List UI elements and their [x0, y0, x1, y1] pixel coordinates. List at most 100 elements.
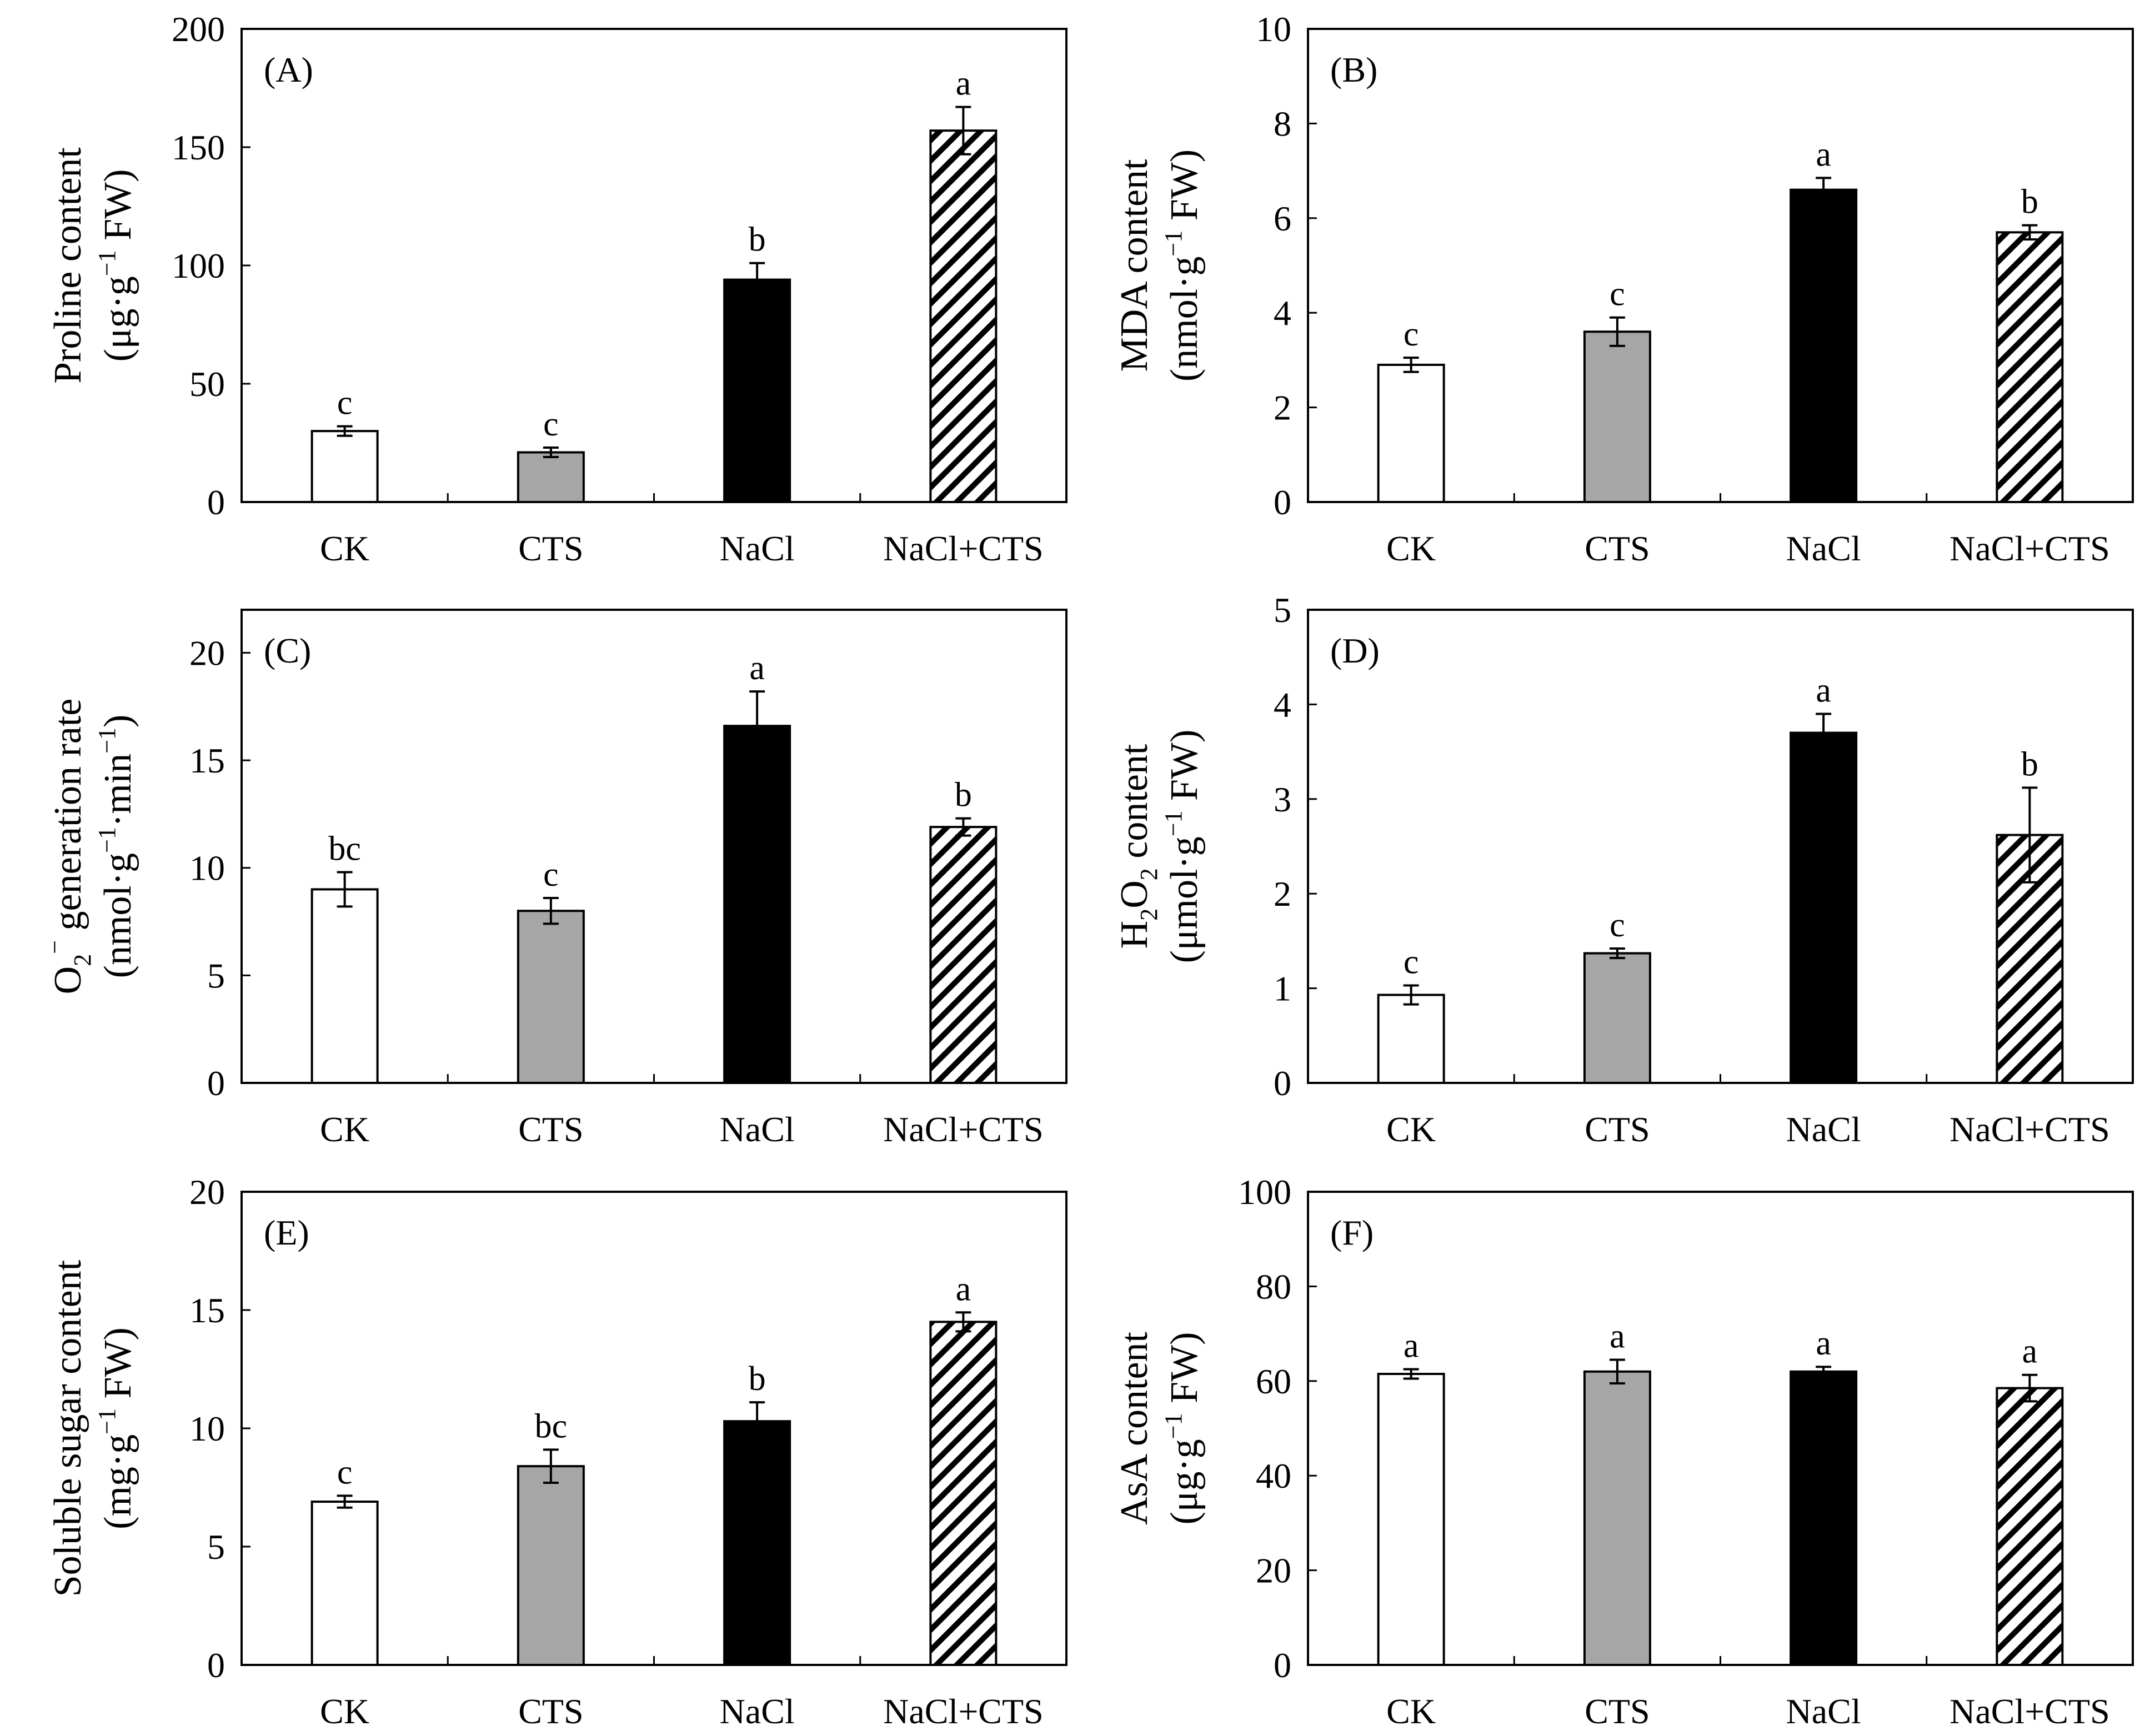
significance-label: c: [543, 405, 559, 443]
category-label: CTS: [1585, 529, 1650, 568]
y-tick-label: 8: [1274, 104, 1291, 143]
category-label: NaCl: [720, 529, 795, 568]
significance-label: c: [337, 384, 353, 422]
y-tick-label: 1: [1274, 969, 1291, 1009]
y-axis-title: Soluble sugar content: [47, 1260, 89, 1597]
y-axis-title: Proline content: [47, 147, 89, 384]
category-label: NaCl+CTS: [1949, 1692, 2110, 1731]
significance-label: c: [1610, 906, 1625, 944]
y-tick-label: 5: [207, 956, 225, 995]
bar-nacl: [723, 725, 791, 1085]
panel-a: 0 50 100 150 200 c CK c CTS b NaCl a NaCl+CTS (A) Pr…: [47, 9, 1068, 568]
y-tick-label: 20: [1256, 1551, 1291, 1591]
y-tick-label: 40: [1256, 1456, 1291, 1496]
y-tick-label: 20: [189, 633, 225, 673]
significance-label: a: [956, 1270, 971, 1308]
category-label: CTS: [518, 1110, 583, 1149]
y-tick-label: 10: [1256, 9, 1291, 49]
category-label: NaCl: [1786, 1110, 1861, 1149]
y-tick-label: 60: [1256, 1362, 1291, 1401]
significance-label: c: [1610, 275, 1625, 313]
y-tick-label: 80: [1256, 1267, 1291, 1306]
y-tick-label: 6: [1274, 199, 1291, 238]
category-label: CK: [1386, 1110, 1436, 1149]
y-tick-label: 5: [207, 1527, 225, 1567]
bar-ck: [1377, 994, 1445, 1085]
y-axis-unit: (μg·g−1 FW): [93, 169, 139, 362]
bar-nacl-cts: [929, 129, 998, 503]
plot-frame: [240, 28, 1068, 503]
plot-frame: [1307, 1191, 2134, 1666]
category-label: CK: [1386, 529, 1436, 568]
category-label: NaCl+CTS: [883, 1692, 1044, 1731]
bar-nacl: [1790, 731, 1858, 1084]
significance-label: a: [956, 65, 971, 103]
category-label: CTS: [518, 1692, 583, 1731]
y-tick-label: 50: [189, 364, 225, 404]
bar-ck: [310, 888, 379, 1084]
bar-cts: [517, 1465, 585, 1666]
significance-label: b: [2021, 183, 2038, 221]
category-label: NaCl: [720, 1692, 795, 1731]
panel-e: 0 5 10 15 20 c CK bc CTS b NaCl a NaCl+CTS (E) Solub…: [47, 1172, 1068, 1731]
panel-c: 0 5 10 15 20 bc CK c CTS a NaCl b NaCl+CTS (C) O2− g…: [41, 609, 1068, 1149]
category-label: NaCl: [1786, 1692, 1861, 1731]
bar-cts: [1583, 330, 1651, 504]
significance-label: a: [1610, 1317, 1625, 1355]
y-tick-label: 20: [189, 1172, 225, 1212]
bar-nacl: [1790, 1370, 1858, 1666]
significance-label: a: [1816, 136, 1831, 173]
panel-label: (E): [264, 1213, 309, 1252]
category-label: CK: [1386, 1692, 1436, 1731]
bar-cts: [1583, 952, 1651, 1084]
category-label: CTS: [518, 529, 583, 568]
y-axis-unit: (μmol·g−1 FW): [1160, 730, 1206, 964]
panel-label: (A): [264, 50, 313, 89]
bar-cts: [517, 910, 585, 1084]
plot-frame: [240, 609, 1068, 1084]
y-tick-label: 4: [1274, 293, 1291, 333]
bar-nacl-cts: [929, 1321, 998, 1667]
y-tick-label: 150: [172, 128, 225, 167]
significance-label: c: [543, 856, 559, 894]
y-tick-label: 0: [207, 483, 225, 522]
y-axis-unit: (nmol·g−1 FW): [1160, 149, 1206, 382]
y-axis-unit: (mg·g−1 FW): [93, 1327, 139, 1529]
y-tick-label: 2: [1274, 388, 1291, 428]
bar-nacl: [723, 1420, 791, 1666]
bar-nacl: [1790, 188, 1858, 503]
bar-ck: [1377, 1373, 1445, 1666]
significance-label: bc: [328, 830, 361, 867]
category-label: NaCl+CTS: [883, 1110, 1044, 1149]
y-tick-label: 0: [1274, 1645, 1291, 1685]
y-tick-label: 10: [189, 849, 225, 888]
y-axis-title: AsA content: [1113, 1331, 1156, 1525]
y-tick-label: 10: [189, 1409, 225, 1448]
bar-ck: [1377, 363, 1445, 503]
bar-cts: [517, 451, 585, 503]
significance-label: c: [1404, 315, 1419, 353]
plot-frame: [1307, 28, 2134, 503]
category-label: CK: [320, 529, 369, 568]
bar-ck: [310, 430, 379, 504]
significance-label: c: [337, 1453, 353, 1491]
significance-label: a: [1816, 671, 1831, 709]
y-axis-title: H2O2 content: [1113, 744, 1162, 949]
significance-label: b: [955, 776, 972, 814]
y-tick-label: 100: [1238, 1172, 1291, 1212]
significance-label: a: [1404, 1327, 1419, 1365]
category-label: NaCl: [1786, 529, 1861, 568]
significance-label: a: [749, 649, 765, 687]
panel-d: 0 1 2 3 4 5 c CK c CTS a NaCl b NaCl+CTS (D) H2O2 con…: [1113, 590, 2134, 1149]
significance-label: bc: [535, 1407, 568, 1445]
bar-nacl-cts: [1996, 1387, 2064, 1666]
y-axis-unit: (μg·g−1 FW): [1160, 1332, 1206, 1525]
y-axis-unit: (nmol·g−1·min−1): [93, 715, 139, 979]
significance-label: b: [2021, 745, 2038, 783]
y-tick-label: 0: [1274, 483, 1291, 522]
y-tick-label: 5: [1274, 590, 1291, 630]
category-label: NaCl+CTS: [883, 529, 1044, 568]
panel-label: (D): [1330, 631, 1380, 670]
category-label: CK: [320, 1110, 369, 1149]
